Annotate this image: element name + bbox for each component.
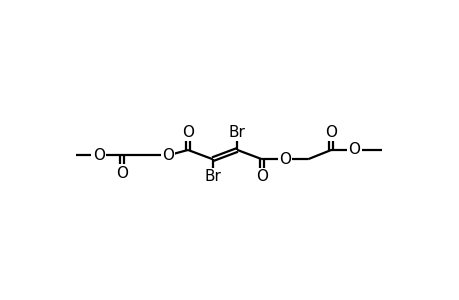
Text: Br: Br (229, 125, 245, 140)
Text: Br: Br (204, 169, 221, 184)
Text: O: O (182, 125, 194, 140)
Text: O: O (347, 142, 359, 158)
Text: O: O (279, 152, 291, 167)
Text: O: O (162, 148, 174, 163)
Text: O: O (255, 169, 267, 184)
Text: O: O (116, 166, 128, 181)
Text: O: O (92, 148, 105, 163)
Text: O: O (325, 125, 336, 140)
